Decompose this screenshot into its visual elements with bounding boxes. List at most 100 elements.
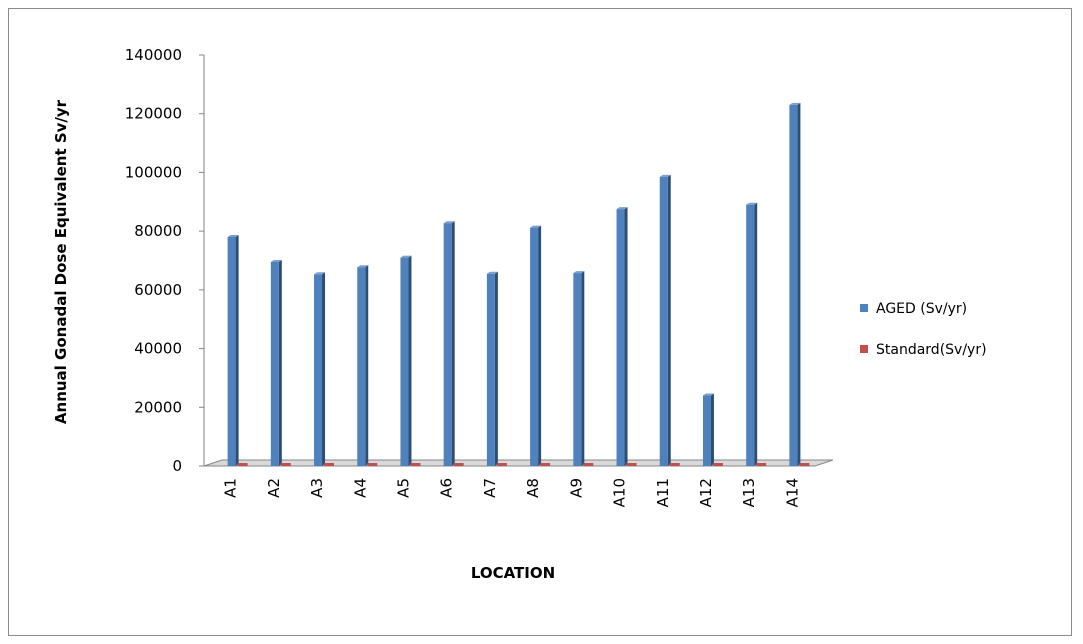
bar-aged: [443, 221, 455, 466]
bar-aged-side: [710, 393, 714, 466]
x-tick-label: A4: [351, 478, 369, 498]
bar-aged-top: [443, 221, 455, 224]
bar-aged-top: [357, 265, 369, 268]
bar-aged-side: [235, 235, 239, 466]
bar-standard: [756, 463, 767, 466]
bar-aged: [702, 393, 714, 466]
x-tick-label: A5: [394, 478, 412, 498]
bar-aged-front: [486, 273, 495, 466]
bar-aged-top: [227, 235, 239, 238]
y-tick-label: 140000: [125, 46, 182, 64]
bar-standard: [799, 463, 810, 466]
bar-aged-top: [702, 393, 714, 396]
legend-label-standard: Standard(Sv/yr): [876, 342, 987, 358]
bar-aged-front: [270, 261, 279, 466]
y-tick-label: 20000: [134, 398, 182, 416]
bar-aged: [314, 272, 326, 466]
bar-aged-top: [530, 225, 542, 228]
y-tick-labels: 0 20000 40000 60000 80000 100000 120000 140000: [125, 46, 182, 475]
bar-aged-top: [314, 272, 326, 275]
x-tick-label: A8: [524, 478, 542, 498]
x-tick-label: A9: [567, 478, 585, 498]
x-tick-label: A3: [308, 478, 326, 498]
y-tick-label: 0: [172, 457, 182, 475]
bar-aged: [789, 102, 801, 467]
bar-standard: [280, 463, 291, 466]
y-tick-label: 80000: [134, 222, 182, 240]
x-tick-label: A6: [438, 478, 456, 498]
x-tick-label: A10: [611, 478, 629, 507]
x-tick-label: A7: [481, 478, 499, 498]
x-tick-label: A14: [783, 478, 801, 507]
bar-aged-front: [616, 209, 625, 466]
bar-standard: [712, 463, 723, 466]
bar-aged-side: [494, 271, 498, 466]
x-tick-label: A2: [265, 478, 283, 498]
bar-aged-top: [659, 174, 671, 177]
legend-swatch-standard: [860, 345, 868, 353]
y-tick-label: 120000: [125, 105, 182, 123]
bar-standard: [496, 463, 507, 466]
bar-aged-top: [573, 271, 585, 274]
bar-standard: [453, 463, 464, 466]
bar-aged-front: [789, 104, 798, 467]
bar-aged-front: [702, 395, 711, 466]
bar-aged: [227, 235, 239, 466]
bar-aged: [270, 259, 282, 466]
bar-aged-side: [538, 225, 542, 466]
bar-aged-side: [667, 174, 671, 466]
bar-aged-top: [400, 255, 412, 258]
axes: [199, 54, 834, 467]
x-tick-label: A12: [697, 478, 715, 507]
bar-aged-side: [581, 271, 585, 466]
bar-aged-front: [400, 257, 409, 466]
bar-standard: [583, 463, 594, 466]
bar-standard: [540, 463, 551, 466]
x-axis-title: LOCATION: [471, 564, 555, 582]
x-tick-label: A1: [222, 478, 240, 498]
y-axis-title: Annual Gonadal Dose Equivalent Sv/yr: [52, 99, 70, 424]
bar-aged-side: [278, 259, 282, 466]
bar-aged-side: [365, 265, 369, 466]
bar-aged-top: [270, 259, 282, 262]
bar-standard: [237, 463, 248, 466]
bar-aged-top: [616, 207, 628, 210]
x-tick-label: A11: [654, 478, 672, 507]
legend: AGED (Sv/yr) Standard(Sv/yr): [860, 301, 987, 358]
bar-aged-front: [530, 227, 539, 466]
bar-aged-top: [789, 102, 801, 105]
bar-aged: [530, 225, 542, 466]
bar-aged-side: [322, 272, 326, 466]
bar-aged-front: [443, 223, 452, 466]
bar-standard: [669, 463, 680, 466]
bar-aged-front: [659, 176, 668, 466]
x-tick-labels: A1 A2 A3 A4 A5 A6 A7 A8 A9 A10 A11 A12 A13 A14: [222, 478, 802, 507]
bar-aged-side: [408, 255, 412, 466]
bar-standard: [367, 463, 378, 466]
bar-aged-front: [227, 237, 236, 466]
bar-aged-top: [486, 271, 498, 274]
legend-label-aged: AGED (Sv/yr): [876, 301, 967, 317]
bar-aged-front: [746, 204, 755, 466]
bar-aged: [357, 265, 369, 466]
y-tick-label: 40000: [134, 340, 182, 358]
bar-aged: [486, 271, 498, 466]
bar-aged-front: [357, 267, 366, 466]
chart-floor: [203, 459, 834, 467]
bars: [227, 102, 810, 467]
bar-aged-front: [314, 274, 323, 466]
x-tick-label: A13: [740, 478, 758, 507]
bar-aged-top: [746, 202, 758, 205]
bar-standard: [410, 463, 421, 466]
legend-swatch-aged: [860, 304, 868, 312]
bar-aged: [400, 255, 412, 466]
bar-aged-side: [451, 221, 455, 466]
bar-aged: [616, 207, 628, 466]
bar-standard: [324, 463, 335, 466]
bar-aged-side: [797, 102, 801, 467]
bar-standard: [626, 463, 637, 466]
y-tick-label: 100000: [125, 163, 182, 181]
bar-aged-side: [754, 202, 758, 466]
bar-aged: [746, 202, 758, 466]
